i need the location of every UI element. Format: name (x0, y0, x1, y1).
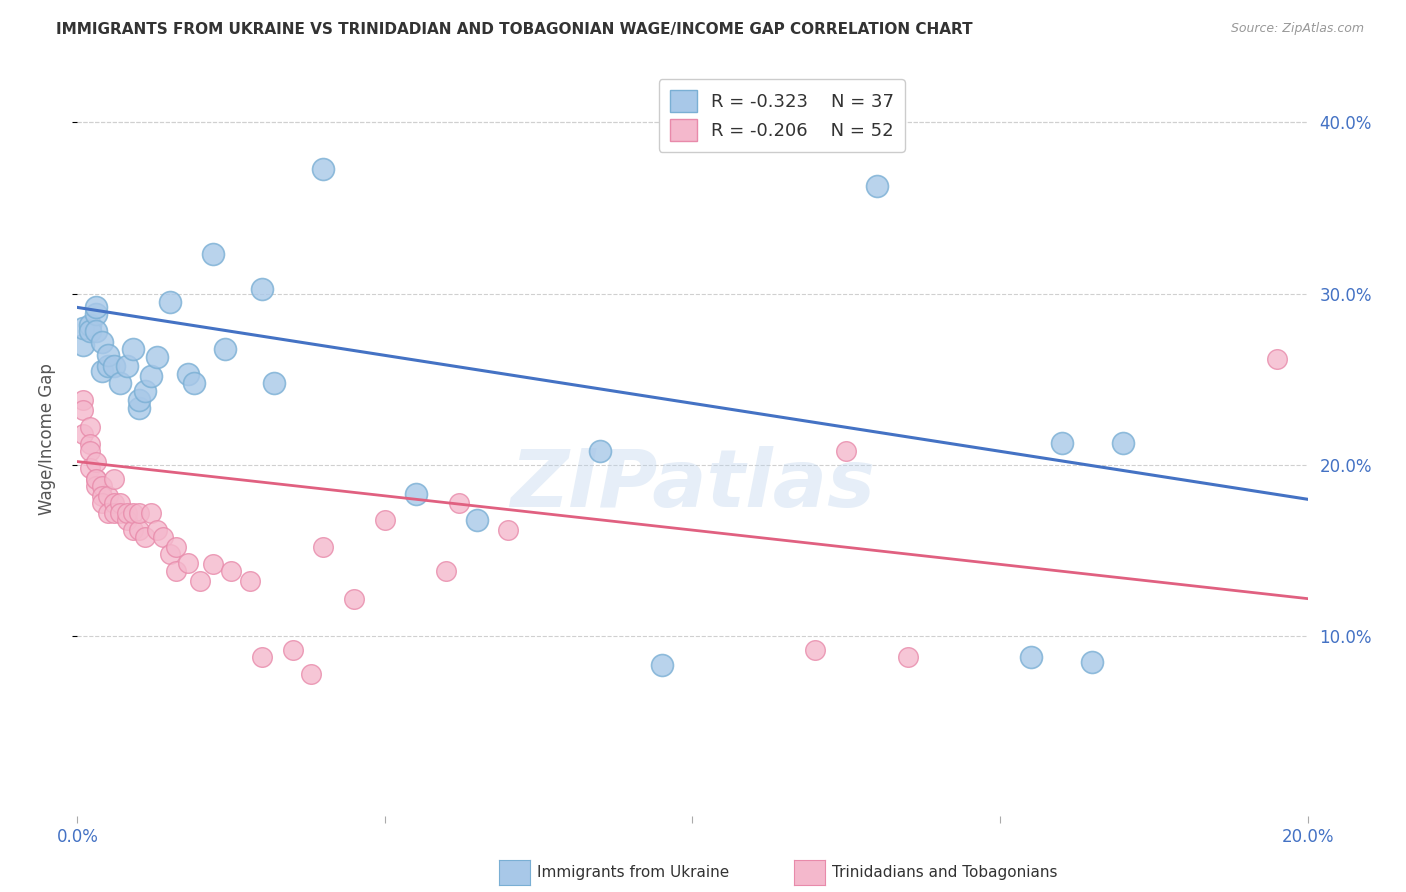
Point (97, 359, 120, 373)
Point (90, 489, 114, 503)
Point (201, 247, 224, 261)
Point (589, 444, 612, 458)
Text: Source: ZipAtlas.com: Source: ZipAtlas.com (1230, 22, 1364, 36)
Point (90, 478, 114, 492)
Point (72, 321, 94, 335)
Point (128, 392, 150, 407)
Point (651, 658, 673, 673)
Point (219, 564, 242, 578)
Point (1265, 351, 1288, 366)
Point (121, 506, 143, 520)
Point (84, 472, 107, 486)
Point (1050, 435, 1073, 450)
Point (146, 350, 169, 364)
Legend: R = -0.323    N = 37, R = -0.206    N = 52: R = -0.323 N = 37, R = -0.206 N = 52 (658, 79, 905, 152)
Point (1081, 655, 1104, 669)
Point (79, 461, 101, 475)
Point (84, 454, 107, 468)
Point (1019, 649, 1042, 664)
Point (103, 496, 125, 510)
Point (141, 368, 163, 383)
Point (447, 496, 470, 510)
Point (90, 364, 114, 378)
Point (1112, 435, 1135, 450)
Point (465, 513, 488, 527)
Point (201, 558, 224, 572)
Point (103, 506, 125, 520)
Point (804, 643, 827, 657)
Point (90, 334, 114, 349)
Text: IMMIGRANTS FROM UKRAINE VS TRINIDADIAN AND TOBAGONIAN WAGE/INCOME GAP CORRELATIO: IMMIGRANTS FROM UKRAINE VS TRINIDADIAN A… (56, 22, 973, 37)
Y-axis label: Wage/Income Gap: Wage/Income Gap (38, 363, 56, 516)
Point (312, 540, 335, 554)
Point (188, 574, 212, 589)
Point (110, 506, 132, 520)
Point (134, 384, 156, 399)
Point (121, 523, 143, 537)
Text: ZIPatlas: ZIPatlas (510, 445, 875, 524)
Point (263, 376, 285, 390)
Point (79, 444, 101, 458)
Point (374, 513, 396, 527)
Point (405, 487, 427, 501)
Text: Trinidadians and Tobagonians: Trinidadians and Tobagonians (832, 865, 1057, 880)
Point (134, 530, 156, 544)
Point (79, 318, 101, 332)
Point (110, 376, 132, 390)
Point (183, 376, 205, 390)
Point (97, 506, 120, 520)
Point (165, 540, 187, 554)
Point (214, 342, 236, 356)
Point (299, 667, 322, 681)
Point (115, 513, 138, 527)
Point (152, 530, 174, 544)
Text: Immigrants from Ukraine: Immigrants from Ukraine (537, 865, 730, 880)
Point (97, 489, 120, 503)
Point (84, 325, 107, 339)
Point (312, 161, 335, 176)
Point (250, 282, 273, 296)
Point (72, 427, 94, 442)
Point (281, 643, 304, 657)
Point (128, 523, 150, 537)
Point (72, 392, 94, 407)
Point (165, 564, 187, 578)
Point (115, 506, 138, 520)
Point (79, 420, 101, 434)
Point (121, 342, 143, 356)
Point (72, 338, 94, 352)
Point (115, 359, 138, 373)
Point (436, 564, 458, 578)
Point (866, 178, 889, 193)
Point (177, 556, 200, 570)
Point (343, 591, 366, 606)
Point (103, 472, 125, 486)
Point (897, 649, 920, 664)
Point (90, 496, 114, 510)
Point (250, 649, 273, 664)
Point (128, 401, 150, 416)
Point (84, 472, 107, 486)
Point (79, 325, 101, 339)
Point (159, 295, 181, 310)
Point (103, 359, 125, 373)
Point (84, 307, 107, 321)
Point (72, 403, 94, 417)
Point (84, 478, 107, 492)
Point (177, 368, 200, 382)
Point (110, 496, 132, 510)
Point (835, 444, 858, 458)
Point (146, 523, 169, 537)
Point (79, 437, 101, 451)
Point (128, 506, 150, 520)
Point (84, 301, 107, 315)
Point (159, 547, 181, 561)
Point (141, 506, 163, 520)
Point (97, 348, 120, 362)
Point (239, 574, 262, 589)
Point (496, 523, 519, 537)
